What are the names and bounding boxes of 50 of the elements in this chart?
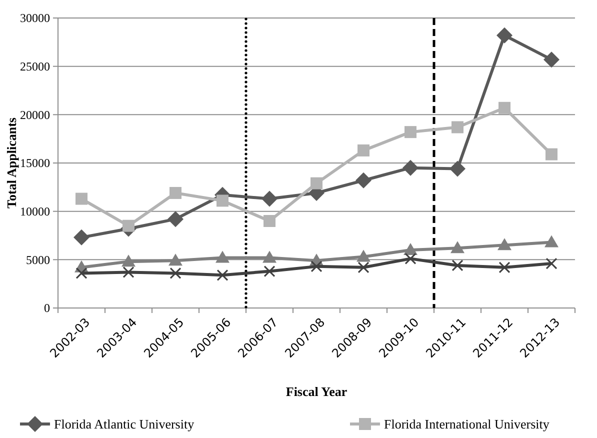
point [544,52,560,68]
y-tick-label: 0 [44,301,50,316]
point [76,267,88,279]
point [122,254,136,267]
legend-label: Florida International University [384,416,550,432]
point [450,241,464,254]
y-tick-label: 5000 [26,252,50,267]
point [168,211,184,228]
y-axis-title: Total Applicants [4,118,19,208]
point [450,160,466,177]
point [498,102,510,114]
point [262,190,278,207]
point [310,177,322,190]
point [310,260,322,272]
point [122,220,134,232]
point [358,262,370,274]
point [498,262,510,274]
point [216,269,228,281]
y-tick-label: 30000 [20,11,50,26]
point [498,238,512,250]
point [168,254,182,266]
point [216,250,230,263]
point [404,252,416,264]
point [122,266,134,278]
point [74,229,90,246]
legend-label: Florida Atlantic University [54,416,195,432]
point [170,267,182,279]
y-tick-label: 25000 [20,60,50,74]
point [404,126,416,138]
point [262,250,276,263]
x-axis-title: Fiscal Year [286,384,348,399]
point [452,121,464,134]
point [402,160,418,176]
point [356,250,370,262]
point [356,172,372,188]
point [546,258,558,270]
point [452,260,464,272]
point [358,144,370,156]
point [76,192,88,205]
point [546,148,558,160]
point [496,27,512,44]
point [404,243,418,255]
y-tick-label: 15000 [20,156,50,170]
point [544,235,558,248]
point [264,215,276,227]
point [264,265,276,278]
y-tick-label: 10000 [20,204,50,219]
y-tick-label: 20000 [20,108,50,122]
point [216,194,228,207]
point [170,186,182,199]
